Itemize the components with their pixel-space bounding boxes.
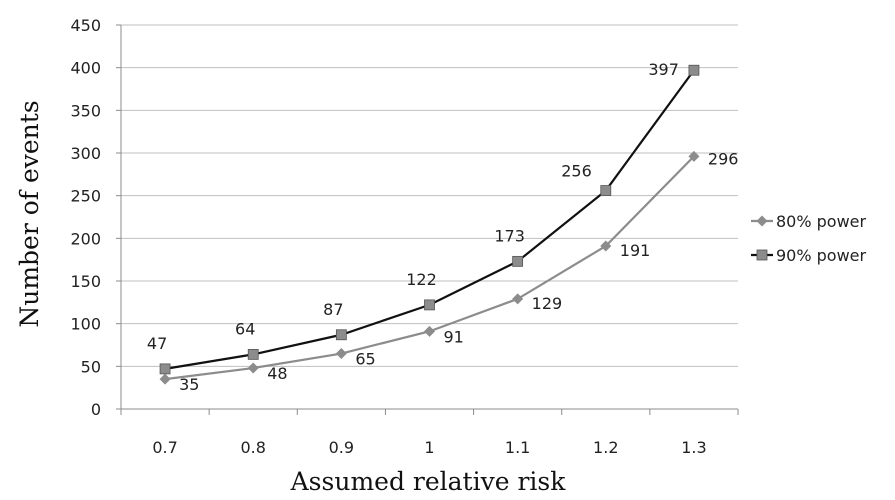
data-point-marker — [425, 300, 435, 310]
data-label: 48 — [267, 364, 287, 383]
x-axis-title: Assumed relative risk — [290, 467, 567, 496]
x-tick-label: 1.2 — [593, 438, 618, 457]
x-tick-label: 0.7 — [152, 438, 177, 457]
y-tick-labels: 0 50 100 150 200 250 300 350 400 450 — [70, 16, 101, 419]
data-label: 35 — [179, 375, 199, 394]
data-label: 91 — [444, 327, 464, 346]
x-tick-label: 1 — [424, 438, 434, 457]
data-point-marker — [601, 186, 611, 196]
x-tick-labels: 0.7 0.8 0.9 1 1.1 1.2 1.3 — [152, 438, 706, 457]
data-point-marker — [336, 330, 346, 340]
y-tick-label: 350 — [70, 101, 101, 120]
y-tick-label: 250 — [70, 187, 101, 206]
y-tick-label: 100 — [70, 315, 101, 334]
legend-marker — [757, 216, 768, 227]
data-label: 296 — [708, 149, 739, 168]
series-line-80-power — [165, 156, 694, 379]
x-tick-label: 0.8 — [240, 438, 265, 457]
data-point-marker — [689, 65, 699, 75]
data-point-marker — [513, 256, 523, 266]
data-label: 129 — [532, 294, 563, 313]
legend-label: 80% power — [776, 212, 867, 231]
x-tick-label: 1.3 — [681, 438, 706, 457]
y-tick-label: 300 — [70, 144, 101, 163]
y-tick-label: 150 — [70, 272, 101, 291]
y-tick-label: 400 — [70, 59, 101, 78]
data-point-marker — [336, 348, 347, 359]
data-point-marker — [160, 364, 170, 374]
y-axis-title: Number of events — [15, 100, 44, 327]
data-point-marker — [248, 363, 259, 374]
data-label: 65 — [355, 350, 375, 369]
data-label: 173 — [494, 226, 525, 245]
data-label: 256 — [561, 162, 592, 181]
y-tick-label: 50 — [81, 357, 101, 376]
data-label: 64 — [235, 319, 255, 338]
legend-label: 90% power — [776, 246, 867, 265]
x-tick-label: 1.1 — [505, 438, 530, 457]
gridlines — [121, 25, 738, 366]
x-tick-label: 0.9 — [329, 438, 354, 457]
legend-item-80-power: 80% power — [751, 212, 867, 231]
data-point-marker — [512, 293, 523, 304]
data-label: 191 — [620, 241, 651, 260]
data-point-marker — [424, 326, 435, 337]
y-tick-label: 200 — [70, 229, 101, 248]
legend-item-90-power: 90% power — [751, 246, 867, 265]
data-point-marker — [160, 374, 171, 385]
legend: 80% power 90% power — [751, 212, 867, 265]
data-point-marker — [248, 349, 258, 359]
data-label: 397 — [648, 60, 679, 79]
data-label: 122 — [406, 270, 437, 289]
legend-marker — [757, 250, 767, 260]
y-tick-label: 0 — [91, 400, 101, 419]
axes — [116, 25, 738, 415]
data-label: 87 — [323, 300, 343, 319]
y-tick-label: 450 — [70, 16, 101, 35]
data-label: 47 — [147, 334, 167, 353]
